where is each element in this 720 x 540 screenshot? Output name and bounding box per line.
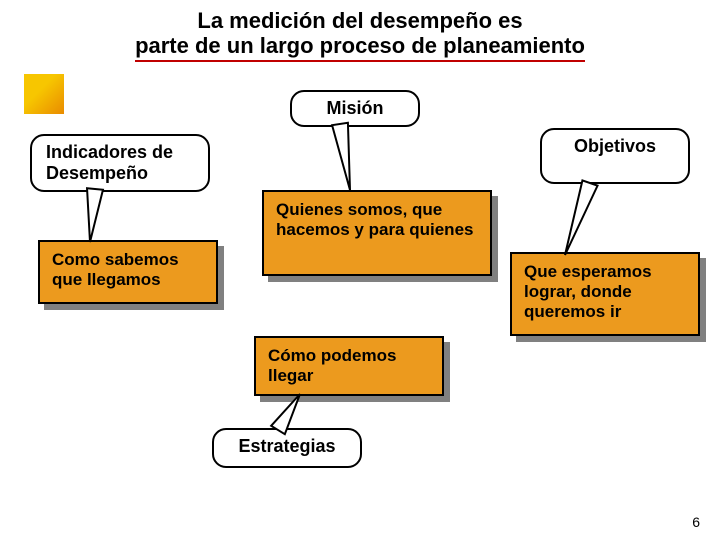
- title-line-1: La medición del desempeño es: [197, 8, 522, 33]
- bubble-objetivos: Objetivos: [540, 128, 690, 184]
- box-como-podemos: Cómo podemos llegar: [254, 336, 444, 396]
- box-como-sabemos: Como sabemos que llegamos: [38, 240, 218, 304]
- bubble-indicadores: Indicadores deDesempeño: [30, 134, 210, 192]
- title-line-2: parte de un largo proceso de planeamient…: [135, 33, 585, 61]
- slide-stage: { "title_line1": "La medición del desemp…: [0, 0, 720, 540]
- bubble-mision: Misión: [290, 90, 420, 127]
- box-que-esperamos: Que esperamos lograr, donde queremos ir: [510, 252, 700, 336]
- slide-title: La medición del desempeño es parte de un…: [40, 8, 680, 62]
- bubble-estrategias: Estrategias: [212, 428, 362, 468]
- bubble-indicadores-text: Indicadores deDesempeño: [46, 142, 173, 183]
- page-number: 6: [692, 514, 700, 530]
- box-quienes-somos: Quienes somos, que hacemos y para quiene…: [262, 190, 492, 276]
- decorative-corner: [24, 74, 64, 114]
